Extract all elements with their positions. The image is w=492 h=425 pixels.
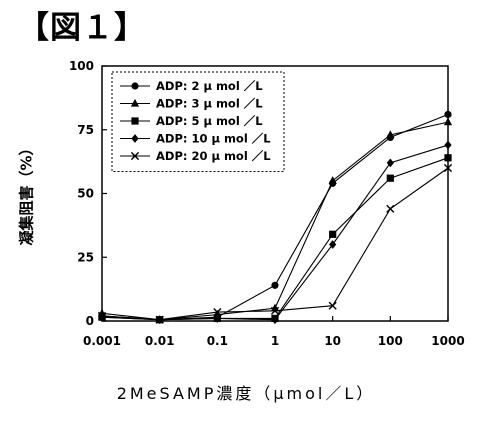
- x-tick-label: 0.001: [83, 334, 121, 348]
- x-tick-label: 1: [271, 334, 279, 348]
- y-tick-label: 25: [77, 250, 94, 264]
- x-tick-label: 0.01: [145, 334, 175, 348]
- x-axis-label: 2MeSAMP濃度（μmol／L）: [116, 384, 376, 403]
- legend-marker: [131, 117, 139, 125]
- y-tick-label: 50: [77, 187, 94, 201]
- data-point-series-2: [443, 117, 453, 126]
- series-line-5: [101, 167, 449, 321]
- y-tick-label: 75: [77, 123, 94, 137]
- data-point-series-5: [270, 306, 280, 315]
- data-point-series-5: [213, 307, 222, 317]
- data-point-series-4: [329, 240, 337, 249]
- y-tick-label: 100: [69, 59, 94, 73]
- data-point-series-5: [155, 315, 164, 324]
- data-point-series-4: [213, 314, 221, 323]
- legend-marker: [130, 151, 140, 161]
- data-point-series-2: [328, 176, 337, 184]
- legend-marker: [131, 82, 139, 90]
- x-tick-label: 1000: [431, 334, 464, 348]
- legend-label: ADP: 2 μ mol ／L: [156, 79, 263, 93]
- data-point-series-5: [97, 311, 107, 320]
- legend-marker: [130, 98, 140, 107]
- legend-label: ADP: 20 μ mol ／L: [156, 149, 271, 163]
- data-point-series-1: [271, 281, 279, 289]
- data-point-series-2: [386, 130, 395, 138]
- data-point-series-4: [271, 315, 279, 325]
- data-point-series-1: [444, 110, 452, 119]
- x-tick-label: 0.1: [207, 334, 228, 348]
- data-point-series-5: [443, 163, 453, 173]
- data-point-series-3: [386, 174, 394, 182]
- legend-label: ADP: 10 μ mol ／L: [156, 132, 271, 146]
- legend-marker: [131, 134, 139, 143]
- x-tick-label: 100: [378, 334, 403, 348]
- data-point-series-3: [444, 154, 452, 162]
- legend-label: ADP: 3 μ mol ／L: [156, 97, 263, 111]
- data-point-series-5: [328, 301, 337, 310]
- data-point-series-4: [444, 140, 452, 150]
- legend-box: [111, 71, 285, 172]
- legend-label: ADP: 5 μ mol ／L: [156, 114, 263, 128]
- data-point-series-4: [386, 158, 394, 168]
- figure-label: 【図１】: [18, 10, 146, 46]
- data-point-series-3: [329, 230, 337, 238]
- series-line-3: [101, 157, 449, 321]
- y-tick-label: 0: [86, 314, 94, 328]
- x-tick-label: 10: [324, 334, 341, 348]
- data-point-series-5: [386, 204, 395, 213]
